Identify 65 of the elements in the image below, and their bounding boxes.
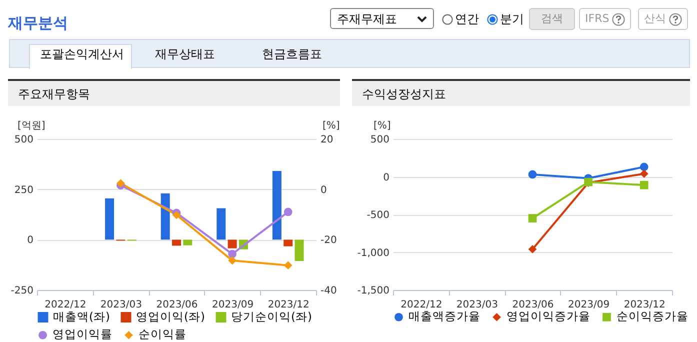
y-tick-label: 500 [14,134,34,146]
y2-tick-label: -20 [320,235,337,246]
legend-label: 영업이익(좌) [136,309,205,324]
y-tick-label: 0 [383,172,390,184]
x-tick-label: 2023/03 [456,300,498,310]
y-axis-title: [억원] [18,120,46,132]
y-tick-label: -1,500 [357,286,390,296]
bar [294,240,304,262]
legend-label: 영업이익률 [52,327,112,342]
point [640,162,648,172]
x-tick-label: 2023/03 [100,300,142,310]
bar [160,193,170,240]
y-tick-label: -500 [366,210,390,221]
bar [105,198,114,240]
bar [228,240,237,248]
legend-label: 매출액증가율 [408,309,480,324]
x-tick-label: 2023/09 [568,300,610,310]
x-tick-label: 2022/12 [400,300,442,310]
bar [284,240,293,246]
bar [216,208,226,240]
text: 재무상태표 [155,46,215,63]
x-tick-label: 2023/06 [512,300,554,310]
y2-tick-label: 20 [320,134,334,146]
x-tick-label: 2022/12 [44,300,86,310]
y2-tick-label: -40 [320,286,337,296]
bar [272,171,282,240]
y2-axis-title: [%] [322,120,340,132]
point [528,245,537,254]
text: 재무분석 [8,14,68,33]
text: 현금흐름표 [262,46,322,63]
y-axis-title: [%] [374,120,391,132]
point [528,170,537,179]
bar [172,240,181,246]
y-tick-label: -250 [10,286,34,296]
y-tick-label: 250 [14,184,34,196]
point [640,170,648,178]
y-tick-label: 500 [370,134,390,146]
legend-label: 당기순이익(좌) [231,309,312,324]
legend-label: 영업이익증가율 [506,309,590,324]
legend-label: 순이익률 [138,327,186,342]
x-tick-label: 2023/09 [212,300,254,310]
point [640,180,648,190]
chart-title: 주요재무항목 [8,79,340,106]
legend-label: 매출액(좌) [53,309,110,324]
y-tick-label: -1,000 [357,248,390,259]
text: 검색 [529,8,575,30]
text: 주재무제표 [330,8,434,29]
chart-title: 수익성장성지표 [352,79,690,106]
x-tick-label: 2023/06 [156,300,198,310]
text: 연간 [455,11,479,28]
y2-tick-label: 0 [320,184,327,196]
point [228,256,236,265]
legend-label: 순이익증가율 [616,309,688,324]
point [528,214,537,222]
text: IFRS [585,11,610,27]
x-tick-label: 2023/12 [268,300,310,310]
text: 분기 [500,11,524,28]
point [284,261,292,270]
bar [183,240,192,246]
point [284,208,292,216]
y-tick-label: 0 [27,235,34,246]
text: 포괄손익계산서 [40,46,124,63]
text: 산식 [644,11,666,27]
x-tick-label: 2023/12 [624,300,666,310]
point [228,250,236,258]
